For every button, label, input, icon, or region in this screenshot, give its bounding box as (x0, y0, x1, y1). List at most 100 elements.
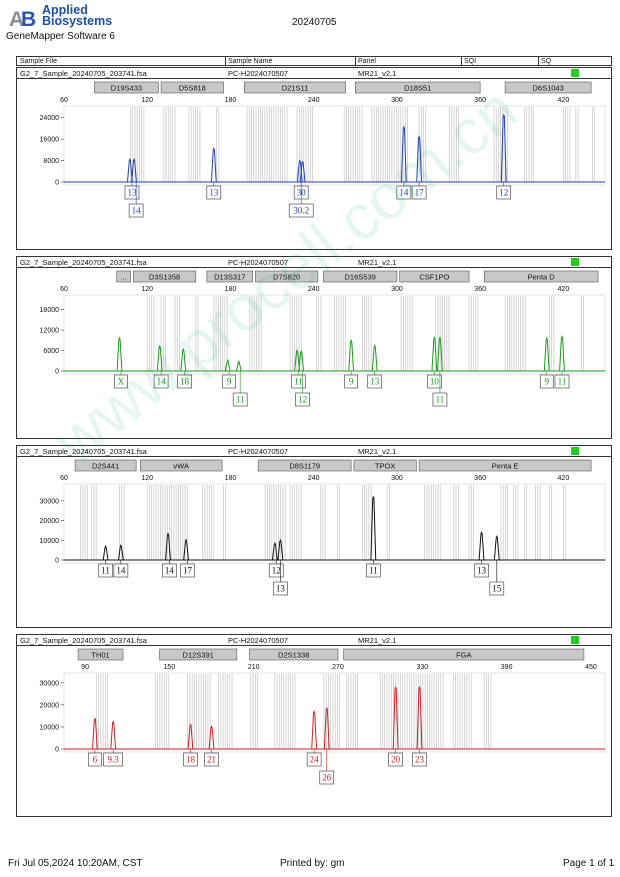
marker-box (139, 459, 223, 472)
peak (110, 720, 117, 750)
allele-call-label: 26 (322, 773, 332, 783)
allele-call-label: 24 (310, 755, 320, 765)
allele-call-box (412, 752, 427, 767)
x-tick-label: 90 (81, 664, 89, 671)
peak (371, 344, 378, 372)
sample-name: PC-H2024070507 (228, 69, 289, 78)
peak (348, 338, 355, 372)
allele-call-label: 12 (499, 188, 508, 198)
marker-label: D19S433 (111, 84, 142, 93)
allele-call-box (98, 563, 113, 578)
x-tick-label: 60 (60, 286, 68, 293)
allele-call-box (427, 374, 442, 389)
allele-call-label: 20 (391, 755, 401, 765)
allele-call-box (222, 374, 236, 389)
plot-area (63, 105, 606, 186)
panel-info-row: G2_7_Sample_20240705_203741.fsa PC-H2024… (17, 446, 611, 457)
x-tick-label: 120 (141, 286, 153, 293)
x-tick-label: 210 (248, 664, 260, 671)
peak (126, 157, 133, 183)
col-panel: Panel (358, 58, 376, 65)
allele-call-box (366, 563, 381, 578)
marker-box (133, 270, 197, 283)
marker-label: D8S1179 (289, 462, 320, 471)
y-tick-label: 30000 (40, 498, 60, 505)
panel-name: MR21_v2.1 (358, 636, 397, 645)
allele-call-label: 17 (415, 188, 425, 198)
marker-label: D5S818 (179, 84, 206, 93)
column-header-table: Sample File Sample Name Panel SQI SQ (16, 56, 612, 66)
peak (277, 538, 284, 561)
allele-call-box (204, 752, 219, 767)
marker-label: D2S1338 (278, 651, 309, 660)
marker-label: Penta E (492, 462, 519, 471)
allele-call-label: 12 (272, 566, 281, 576)
peak (543, 336, 550, 372)
allele-call-box (268, 563, 284, 578)
x-tick-label: 300 (391, 286, 403, 293)
peak (92, 717, 98, 750)
marker-label: D12S391 (183, 651, 214, 660)
y-tick-label: 10000 (40, 538, 60, 545)
peak (299, 160, 306, 183)
y-tick-label: 0 (55, 558, 59, 565)
marker-box (77, 648, 124, 661)
x-tick-label: 360 (474, 475, 486, 482)
marker-label: D21S11 (282, 84, 309, 93)
allele-call-label: 13 (370, 377, 380, 387)
allele-call-label: X (118, 377, 125, 387)
marker-box (159, 648, 238, 661)
report-date: 20240705 (292, 17, 337, 28)
allele-call-label: 11 (101, 566, 110, 576)
logo-line-1: Applied (42, 3, 88, 17)
peak (437, 336, 443, 372)
marker-box (160, 81, 224, 94)
x-tick-label: 240 (308, 286, 320, 293)
allele-call-box (128, 203, 144, 218)
allele-call-box (232, 392, 248, 407)
quality-flag-icon (571, 258, 579, 266)
allele-call-box (114, 374, 128, 389)
electropherogram-panel-green: G2_7_Sample_20240705_203741.fsa PC-H2024… (16, 256, 612, 439)
x-tick-label: 270 (332, 664, 344, 671)
marker-box (399, 270, 470, 283)
allele-call-label: 11 (294, 377, 303, 387)
peak (311, 710, 318, 750)
x-tick-label: 240 (308, 97, 320, 104)
allele-call-box (162, 563, 177, 578)
peak (298, 349, 305, 372)
marker-box (257, 459, 352, 472)
allele-call-box (432, 392, 448, 407)
marker-label: TH01 (91, 651, 109, 660)
allele-call-box (206, 185, 222, 200)
peak (235, 360, 242, 372)
sample-file: G2_7_Sample_20240705_203741.fsa (20, 636, 147, 645)
x-tick-label: 60 (60, 475, 68, 482)
y-tick-label: 10000 (40, 724, 60, 731)
allele-call-box (295, 392, 310, 407)
x-tick-label: 360 (474, 286, 486, 293)
allele-call-label: 6 (93, 755, 98, 765)
peak (370, 495, 377, 561)
marker-box (249, 648, 339, 661)
allele-call-label: 11 (369, 566, 378, 576)
sample-name: PC-H2024070507 (228, 258, 289, 267)
y-tick-label: 6000 (43, 348, 59, 355)
peak (165, 532, 171, 561)
x-tick-label: 420 (558, 286, 570, 293)
marker-label: D13S317 (214, 273, 245, 282)
x-tick-label: 180 (225, 97, 237, 104)
marker-label: D16S539 (345, 273, 376, 282)
x-tick-label: 390 (501, 664, 513, 671)
panel-name: MR21_v2.1 (358, 447, 397, 456)
x-tick-label: 120 (141, 475, 153, 482)
marker-label: FGA (456, 651, 471, 660)
software-name: GeneMapper Software 6 (6, 31, 115, 42)
allele-call-label: 14 (157, 377, 167, 387)
sample-file: G2_7_Sample_20240705_203741.fsa (20, 258, 147, 267)
allele-call-box (113, 563, 129, 578)
allele-call-label: 12 (298, 395, 307, 405)
marker-box (94, 81, 159, 94)
